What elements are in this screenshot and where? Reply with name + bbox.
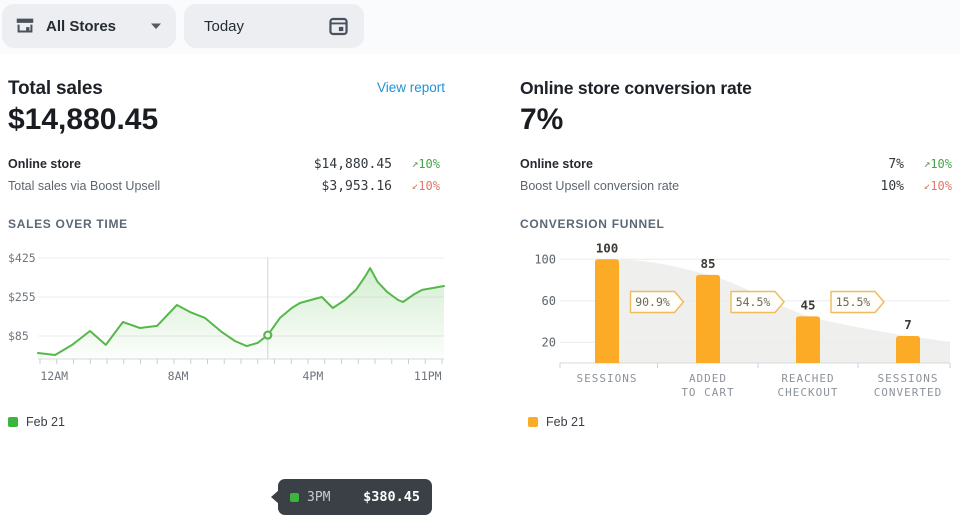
tooltip-value: $380.45 xyxy=(363,489,420,505)
metric-value: 7% xyxy=(888,157,904,172)
svg-text:15.5%: 15.5% xyxy=(836,295,871,309)
metric-value: $14,880.45 xyxy=(313,157,392,172)
svg-text:$255: $255 xyxy=(8,290,36,304)
svg-text:45: 45 xyxy=(800,297,815,312)
metric-label: Boost Upsell conversion rate xyxy=(520,179,680,193)
svg-text:60: 60 xyxy=(542,294,556,308)
conversion-funnel-label: CONVERSION FUNNEL xyxy=(520,217,665,231)
date-selector-label: Today xyxy=(204,17,245,35)
tooltip-time: 3PM xyxy=(307,489,331,505)
svg-text:11PM: 11PM xyxy=(414,369,442,383)
conversion-breakdown: Online store 7% ↗10% Boost Upsell conver… xyxy=(520,157,952,201)
svg-text:54.5%: 54.5% xyxy=(736,295,771,309)
trend-up-icon: ↗ xyxy=(411,157,419,170)
top-bar: All Stores Today xyxy=(0,0,960,54)
svg-text:85: 85 xyxy=(700,256,715,271)
funnel-legend[interactable]: Feb 21 xyxy=(528,415,585,429)
trend-down-icon: ↙ xyxy=(923,179,931,192)
conversion-rate-big-value: 7% xyxy=(520,103,564,136)
legend-swatch xyxy=(528,417,538,427)
svg-text:$85: $85 xyxy=(8,329,29,343)
conversion-rate-title: Online store conversion rate xyxy=(520,78,752,98)
metric-delta: ↙10% xyxy=(411,179,440,193)
total-sales-card: Total sales View report $14,880.45 Onlin… xyxy=(8,78,445,515)
legend-swatch xyxy=(8,417,18,427)
total-sales-breakdown: Online store $14,880.45 ↗10% Total sales… xyxy=(8,157,440,201)
metric-row: Total sales via Boost Upsell $3,953.16 ↙… xyxy=(8,179,440,201)
conversion-funnel-chart[interactable]: 100 60 20 100 SESSIONS 85 ADDED TO CART 45 REACHE… xyxy=(520,240,957,412)
store-icon xyxy=(14,15,36,37)
metric-label: Online store xyxy=(520,157,593,171)
svg-text:SESSIONS: SESSIONS xyxy=(577,372,638,385)
metric-row: Online store $14,880.45 ↗10% xyxy=(8,157,440,179)
metric-value: 10% xyxy=(880,179,904,194)
trend-down-icon: ↙ xyxy=(411,179,419,192)
metric-delta: ↗10% xyxy=(923,157,952,171)
svg-text:$425: $425 xyxy=(8,251,36,265)
legend-label: Feb 21 xyxy=(546,415,585,429)
svg-text:8AM: 8AM xyxy=(168,369,189,383)
metric-delta: ↗10% xyxy=(411,157,440,171)
sales-legend[interactable]: Feb 21 xyxy=(8,415,65,429)
svg-text:7: 7 xyxy=(904,317,912,332)
svg-text:CHECKOUT: CHECKOUT xyxy=(778,386,839,399)
svg-text:CONVERTED: CONVERTED xyxy=(874,386,943,399)
svg-text:ADDED: ADDED xyxy=(689,372,727,385)
sales-over-time-label: SALES OVER TIME xyxy=(8,217,128,231)
svg-text:SESSIONS: SESSIONS xyxy=(878,372,939,385)
svg-text:100: 100 xyxy=(534,252,556,266)
metric-label: Total sales via Boost Upsell xyxy=(8,179,161,193)
chart-tooltip: 3PM $380.45 xyxy=(271,479,432,515)
metric-delta: ↙10% xyxy=(923,179,952,193)
chevron-down-icon xyxy=(150,22,162,30)
store-selector-label: All Stores xyxy=(46,17,117,35)
total-sales-big-value: $14,880.45 xyxy=(8,103,159,136)
tooltip-series-swatch xyxy=(290,492,299,502)
svg-text:100: 100 xyxy=(596,240,619,255)
date-selector[interactable]: Today xyxy=(184,4,364,48)
metric-row: Boost Upsell conversion rate 10% ↙10% xyxy=(520,179,952,201)
svg-text:TO CART: TO CART xyxy=(681,386,734,399)
svg-text:20: 20 xyxy=(542,335,556,349)
store-selector[interactable]: All Stores xyxy=(2,4,176,48)
total-sales-title: Total sales xyxy=(8,78,103,99)
conversion-rate-card: Online store conversion rate 7% Online s… xyxy=(520,78,957,431)
metric-label: Online store xyxy=(8,157,81,171)
metric-row: Online store 7% ↗10% xyxy=(520,157,952,179)
calendar-icon xyxy=(327,15,350,38)
svg-text:REACHED: REACHED xyxy=(781,372,834,385)
trend-up-icon: ↗ xyxy=(923,157,931,170)
sales-line-chart[interactable]: $425 $255 $85 12AM 8AM 4PM 11PM 3PM $380.45 xyxy=(8,240,445,515)
svg-text:90.9%: 90.9% xyxy=(635,295,670,309)
metric-value: $3,953.16 xyxy=(321,179,392,194)
view-report-link[interactable]: View report xyxy=(376,80,445,95)
svg-text:12AM: 12AM xyxy=(40,369,68,383)
svg-text:4PM: 4PM xyxy=(302,369,323,383)
legend-label: Feb 21 xyxy=(26,415,65,429)
